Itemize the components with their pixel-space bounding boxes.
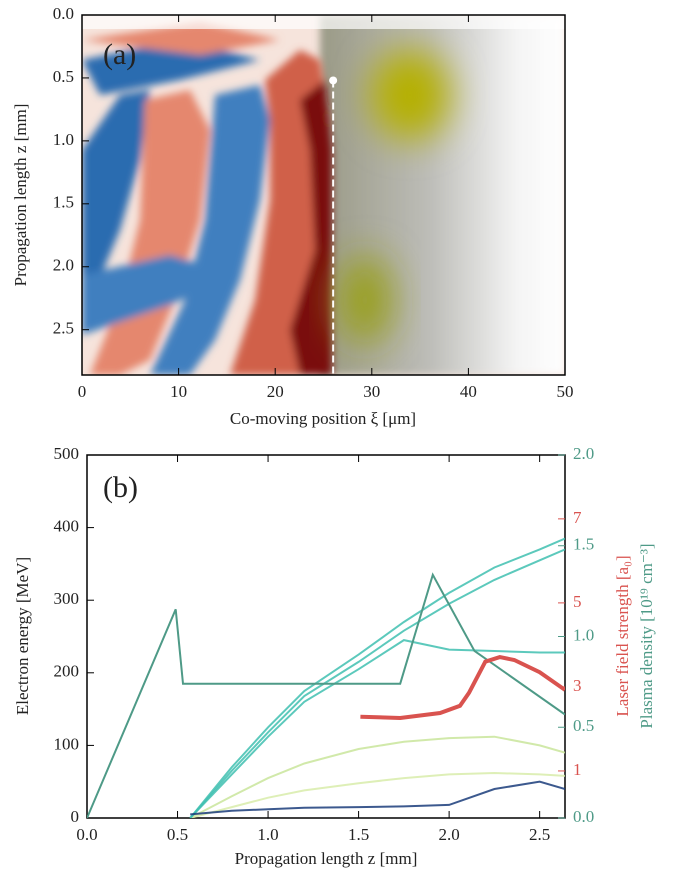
x-tick-label: 30 xyxy=(363,382,380,401)
x-tick-label: 20 xyxy=(267,382,284,401)
panel-label: (b) xyxy=(103,471,138,504)
heatmap xyxy=(82,15,565,375)
x-tick-label: 0.5 xyxy=(167,825,188,844)
y2-tick-label: 0.5 xyxy=(573,716,594,735)
y-axis-label: Propagation length z [mm] xyxy=(11,104,30,287)
x-tick-label: 40 xyxy=(460,382,477,401)
y2-tick-label: 0.0 xyxy=(573,807,594,826)
y-tick-label: 1.5 xyxy=(53,193,74,212)
series-line xyxy=(360,655,565,721)
y-tick-label: 2.0 xyxy=(53,256,74,275)
x-axis-label: Propagation length z [mm] xyxy=(235,849,418,868)
frame-b xyxy=(86,454,566,819)
series-line xyxy=(189,735,565,818)
series-line xyxy=(189,537,565,818)
y-tick-label: 2.5 xyxy=(53,319,74,338)
series-line xyxy=(87,572,565,818)
y-tick-label: 400 xyxy=(54,517,80,536)
plot-area xyxy=(87,537,565,818)
series-line xyxy=(190,780,565,816)
y2-tick-label: 2.0 xyxy=(573,444,594,463)
x-tick-label: 0.0 xyxy=(76,825,97,844)
y-tick-label: 1.0 xyxy=(53,130,74,149)
y3-tick-label: 3 xyxy=(573,676,582,695)
x-tick-label: 50 xyxy=(557,382,574,401)
x-tick-label: 2.5 xyxy=(529,825,550,844)
x-tick-label: 1.5 xyxy=(348,825,369,844)
x-tick-label: 2.0 xyxy=(438,825,459,844)
y-tick-label: 300 xyxy=(54,589,80,608)
y-axis-label: Electron energy [MeV] xyxy=(13,557,32,715)
x-tick-label: 10 xyxy=(170,382,187,401)
y2-axis-label: Plasma density [10¹⁹ cm⁻³] xyxy=(637,543,656,728)
x-axis-label: Co-moving position ξ [μm] xyxy=(230,409,416,428)
marker xyxy=(329,76,338,85)
y-tick-label: 200 xyxy=(54,662,80,681)
series-line xyxy=(189,639,565,818)
y-tick-label: 100 xyxy=(54,734,80,753)
y3-axis-label: Laser field strength [a₀] xyxy=(613,555,632,716)
y2-tick-label: 1.0 xyxy=(573,625,594,644)
x-tick-label: 1.0 xyxy=(257,825,278,844)
panel-label: (a) xyxy=(103,38,136,71)
series-line xyxy=(189,771,565,818)
y3-tick-label: 7 xyxy=(573,508,582,527)
y3-tick-label: 1 xyxy=(573,760,582,779)
y-tick-label: 0.5 xyxy=(53,67,74,86)
frame-a xyxy=(81,14,566,376)
y-tick-label: 0 xyxy=(71,807,80,826)
series-line xyxy=(189,548,565,818)
y3-tick-label: 5 xyxy=(573,592,582,611)
y2-tick-label: 1.5 xyxy=(573,535,594,554)
y-tick-label: 0.0 xyxy=(53,4,74,23)
y-tick-label: 500 xyxy=(54,444,80,463)
x-tick-label: 0 xyxy=(78,382,87,401)
